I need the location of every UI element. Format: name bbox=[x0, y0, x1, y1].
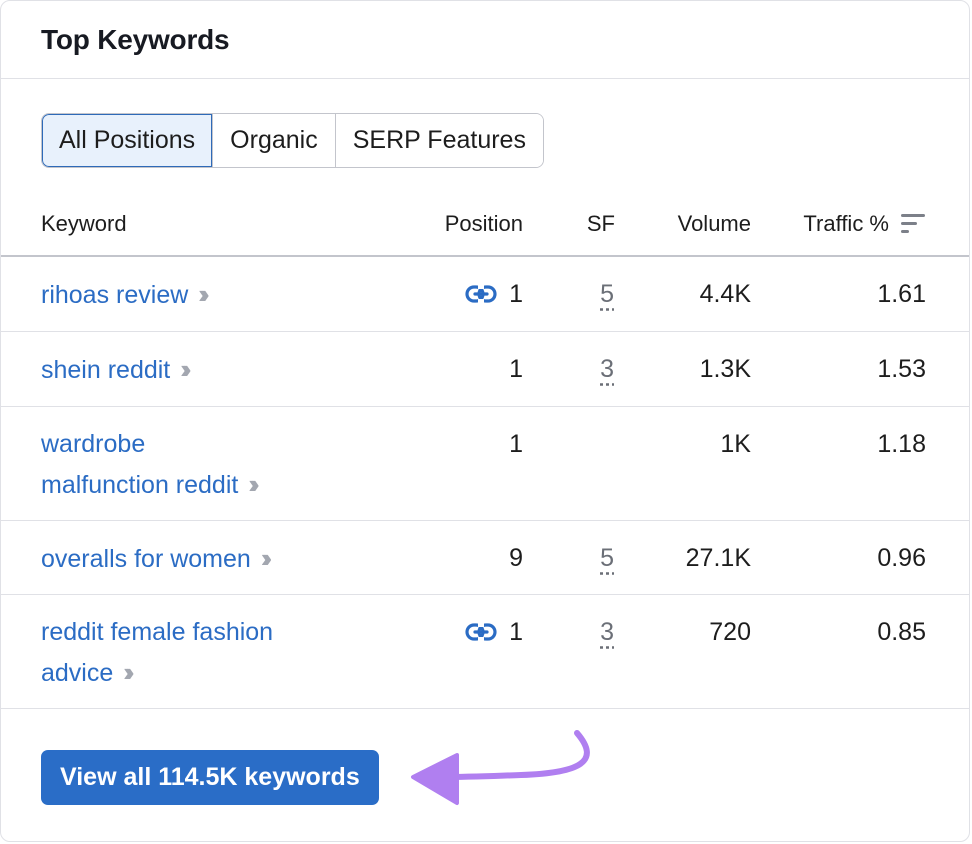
keyword-text-line-2: advice bbox=[41, 659, 114, 687]
position-cell: 9 bbox=[509, 538, 523, 578]
position-value: 1 bbox=[509, 430, 523, 458]
keyword-text-line-1: reddit female fashion bbox=[41, 618, 274, 646]
position-value: 1 bbox=[509, 280, 523, 308]
traffic-value: 0.96 bbox=[877, 544, 926, 572]
volume-value: 720 bbox=[709, 618, 751, 646]
position-value: 1 bbox=[509, 618, 523, 646]
serp-features-count[interactable]: 5 bbox=[600, 280, 614, 308]
traffic-value: 1.61 bbox=[877, 280, 926, 308]
tab-organic[interactable]: Organic bbox=[212, 114, 335, 167]
double-chevron-right-icon[interactable]: ›› bbox=[248, 469, 260, 499]
serp-features-count[interactable]: 3 bbox=[600, 355, 614, 383]
view-all-keywords-button[interactable]: View all 114.5K keywords bbox=[41, 750, 379, 805]
link-icon bbox=[465, 622, 497, 642]
link-icon bbox=[465, 284, 497, 304]
position-tabs: All Positions Organic SERP Features bbox=[41, 113, 544, 168]
table-row: shein reddit ›› 1 3 1.3K 1.53 bbox=[1, 332, 969, 407]
card-header: Top Keywords bbox=[1, 1, 969, 79]
table-header: Keyword Position SF Volume Traffic % bbox=[1, 191, 969, 257]
position-cell: 1 bbox=[509, 424, 523, 464]
keyword-text: rihoas review bbox=[41, 281, 189, 309]
table-row: wardrobe malfunction reddit ›› 1 1K 1.18 bbox=[1, 407, 969, 521]
column-traffic-label: Traffic % bbox=[803, 211, 889, 236]
annotation-arrow-icon bbox=[411, 730, 590, 805]
keyword-link[interactable]: rihoas review ›› bbox=[41, 274, 341, 315]
keyword-text-line-1: wardrobe bbox=[41, 430, 146, 458]
position-value: 1 bbox=[509, 355, 523, 383]
double-chevron-right-icon[interactable]: ›› bbox=[198, 279, 210, 309]
keyword-text: shein reddit bbox=[41, 356, 171, 384]
tab-all-positions[interactable]: All Positions bbox=[42, 114, 213, 167]
column-volume[interactable]: Volume bbox=[677, 211, 751, 236]
keywords-table-body: rihoas review ›› 1 5 4.4K 1.61 shein redd… bbox=[1, 257, 969, 709]
table-row: reddit female fashion advice ›› 1 3 720 0… bbox=[1, 595, 969, 709]
keyword-link[interactable]: wardrobe malfunction reddit ›› bbox=[41, 424, 341, 505]
keyword-link[interactable]: reddit female fashion advice ›› bbox=[41, 612, 341, 693]
double-chevron-right-icon[interactable]: ›› bbox=[180, 354, 192, 384]
keyword-link[interactable]: overalls for women ›› bbox=[41, 538, 341, 579]
double-chevron-right-icon[interactable]: ›› bbox=[260, 543, 273, 573]
tab-serp-features[interactable]: SERP Features bbox=[334, 114, 543, 167]
column-traffic[interactable]: Traffic % bbox=[803, 191, 925, 257]
position-cell: 1 bbox=[509, 349, 523, 389]
position-cell: 1 bbox=[465, 274, 523, 314]
card-footer: View all 114.5K keywords bbox=[1, 709, 969, 841]
column-sf[interactable]: SF bbox=[586, 211, 615, 236]
serp-features-count[interactable]: 3 bbox=[600, 618, 614, 646]
volume-value: 1.3K bbox=[699, 355, 751, 383]
traffic-value: 0.85 bbox=[877, 618, 926, 646]
keyword-link[interactable]: shein reddit ›› bbox=[41, 349, 341, 390]
card-title: Top Keywords bbox=[41, 23, 230, 55]
keyword-text-line-2: malfunction reddit bbox=[41, 471, 239, 499]
sort-icon[interactable] bbox=[901, 214, 925, 234]
traffic-value: 1.53 bbox=[877, 355, 926, 383]
volume-value: 4.4K bbox=[699, 280, 751, 308]
double-chevron-right-icon[interactable]: ›› bbox=[123, 657, 135, 687]
volume-value: 27.1K bbox=[685, 544, 751, 572]
position-cell: 1 bbox=[465, 612, 523, 652]
position-value: 9 bbox=[509, 544, 523, 572]
column-position[interactable]: Position bbox=[444, 211, 523, 236]
traffic-value: 1.18 bbox=[877, 430, 926, 458]
volume-value: 1K bbox=[720, 430, 751, 458]
serp-features-count[interactable]: 5 bbox=[600, 544, 614, 572]
keyword-text: overalls for women bbox=[41, 545, 251, 573]
table-row: overalls for women ›› 9 5 27.1K 0.96 bbox=[1, 521, 969, 595]
table-row: rihoas review ›› 1 5 4.4K 1.61 bbox=[1, 257, 969, 332]
column-keyword: Keyword bbox=[41, 211, 127, 236]
